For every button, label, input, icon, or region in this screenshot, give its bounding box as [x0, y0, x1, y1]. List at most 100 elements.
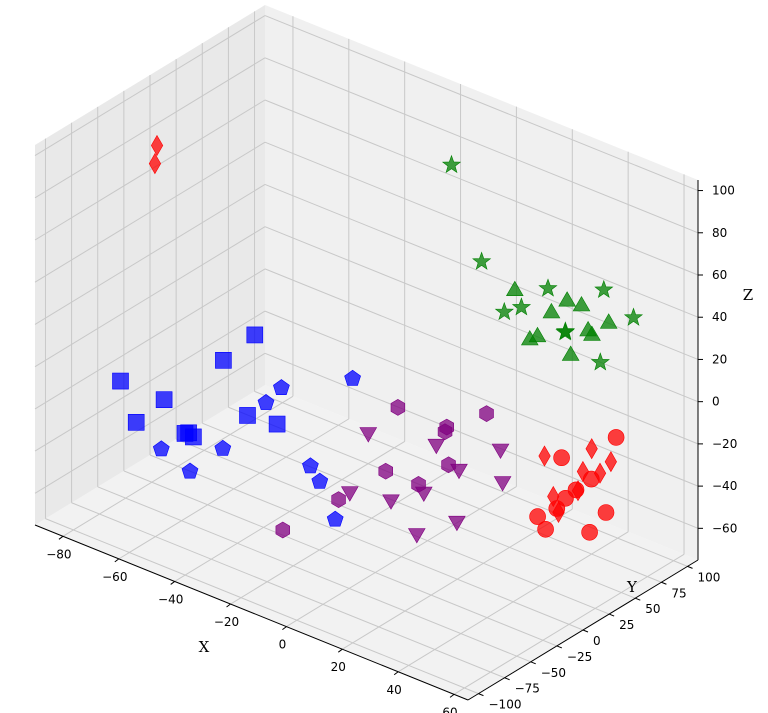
z-gridline — [34, 184, 266, 325]
point-square — [239, 407, 256, 424]
point-hexagon — [378, 462, 394, 480]
point-pentagon — [214, 439, 232, 456]
z-gridline — [264, 352, 699, 529]
point-triangle-down — [493, 476, 512, 492]
z-tick-label: 80 — [712, 226, 727, 240]
z-gridline — [264, 183, 699, 360]
y-gridline — [45, 518, 479, 695]
point-star — [590, 352, 610, 371]
z-gridline — [264, 268, 699, 445]
point-square — [155, 391, 173, 409]
y-gridline — [202, 422, 636, 599]
point-hexagon — [437, 423, 453, 441]
z-tick-label: 20 — [712, 352, 727, 366]
point-thin-diamond — [148, 152, 162, 175]
point-pentagon — [344, 369, 361, 386]
point-circle — [597, 504, 615, 521]
point-triangle-down — [359, 427, 378, 443]
x-axis-label: X — [199, 638, 210, 656]
point-triangle-down — [448, 515, 466, 532]
x-tick-mark — [449, 693, 455, 698]
z-tick-label: 100 — [712, 184, 735, 198]
z-tick-label: 40 — [712, 310, 727, 324]
y-gridline — [71, 502, 505, 679]
y-gridline — [123, 470, 558, 647]
y-gridline — [149, 454, 584, 631]
z-gridline — [264, 57, 699, 234]
point-triangle-up — [505, 280, 524, 297]
point-hexagon — [479, 405, 494, 422]
point-hexagon — [390, 399, 406, 416]
z-tick-label: −60 — [712, 521, 737, 535]
point-triangle-down — [427, 438, 446, 455]
point-pentagon — [273, 379, 290, 396]
y-tick-label: 25 — [619, 618, 634, 632]
tick-labels: −80−60−40−200204060−100−75−50−2502550751… — [46, 184, 737, 713]
z-gridline — [264, 99, 699, 276]
y-gridline — [97, 486, 531, 663]
point-square — [180, 424, 197, 442]
y-tick-mark — [530, 661, 536, 665]
point-triangle-up — [599, 313, 618, 329]
point-circle — [529, 508, 546, 525]
z-gridline — [34, 352, 266, 494]
point-pentagon — [311, 472, 329, 489]
y-tick-mark — [478, 693, 484, 697]
axis-lines — [34, 180, 703, 701]
point-circle — [607, 429, 625, 446]
point-pentagon — [257, 394, 275, 410]
point-thin-diamond — [604, 451, 617, 473]
x-tick-label: 0 — [279, 638, 287, 652]
point-thin-diamond — [150, 134, 164, 157]
y-tick-label: −75 — [515, 682, 540, 696]
x-tick-label: 40 — [387, 683, 402, 697]
x-tick-label: −40 — [158, 593, 183, 607]
y-tick-mark — [504, 677, 510, 681]
y-tick-label: −100 — [489, 698, 522, 712]
point-triangle-down — [340, 486, 359, 502]
point-star — [623, 307, 644, 326]
z-gridline — [264, 226, 699, 403]
x-tick-mark — [282, 626, 287, 631]
x-tick-label: −80 — [46, 547, 71, 561]
x-tick-mark — [337, 648, 343, 653]
point-square — [215, 351, 232, 369]
point-star — [441, 154, 462, 174]
point-circle — [548, 500, 566, 517]
z-gridline — [34, 141, 266, 283]
z-tick-label: 60 — [712, 268, 727, 282]
point-triangle-down — [407, 528, 426, 544]
y-tick-mark — [582, 629, 589, 633]
z-axis-label: Z — [743, 286, 753, 304]
point-thin-diamond — [585, 438, 598, 460]
point-hexagon — [441, 456, 456, 474]
x-tick-label: 20 — [331, 660, 346, 674]
y-tick-label: −50 — [541, 666, 566, 680]
y-tick-label: 75 — [671, 586, 686, 600]
z-gridline — [34, 99, 266, 241]
point-star — [538, 278, 558, 297]
point-hexagon — [411, 476, 426, 493]
data-points — [112, 134, 644, 544]
z-tick-label: −20 — [712, 437, 737, 451]
z-tick-label: 0 — [712, 395, 720, 409]
point-circle — [582, 470, 600, 488]
point-star — [472, 251, 492, 270]
point-triangle-down — [491, 443, 510, 459]
y-tick-mark — [661, 581, 667, 585]
y-tick-label: 50 — [645, 602, 660, 616]
y-tick-label: 0 — [593, 634, 601, 648]
y-gridline — [228, 406, 662, 583]
y-gridline — [254, 390, 688, 567]
point-square — [268, 415, 286, 433]
y-tick-mark — [608, 613, 615, 617]
point-triangle-up — [572, 295, 591, 312]
point-hexagon — [331, 491, 346, 508]
point-thin-diamond — [538, 445, 551, 467]
z-gridline — [34, 226, 266, 368]
point-pentagon — [326, 510, 344, 527]
z-gridline — [34, 57, 266, 199]
x-tick-mark — [114, 558, 120, 563]
y-tick-label: 100 — [698, 570, 721, 584]
